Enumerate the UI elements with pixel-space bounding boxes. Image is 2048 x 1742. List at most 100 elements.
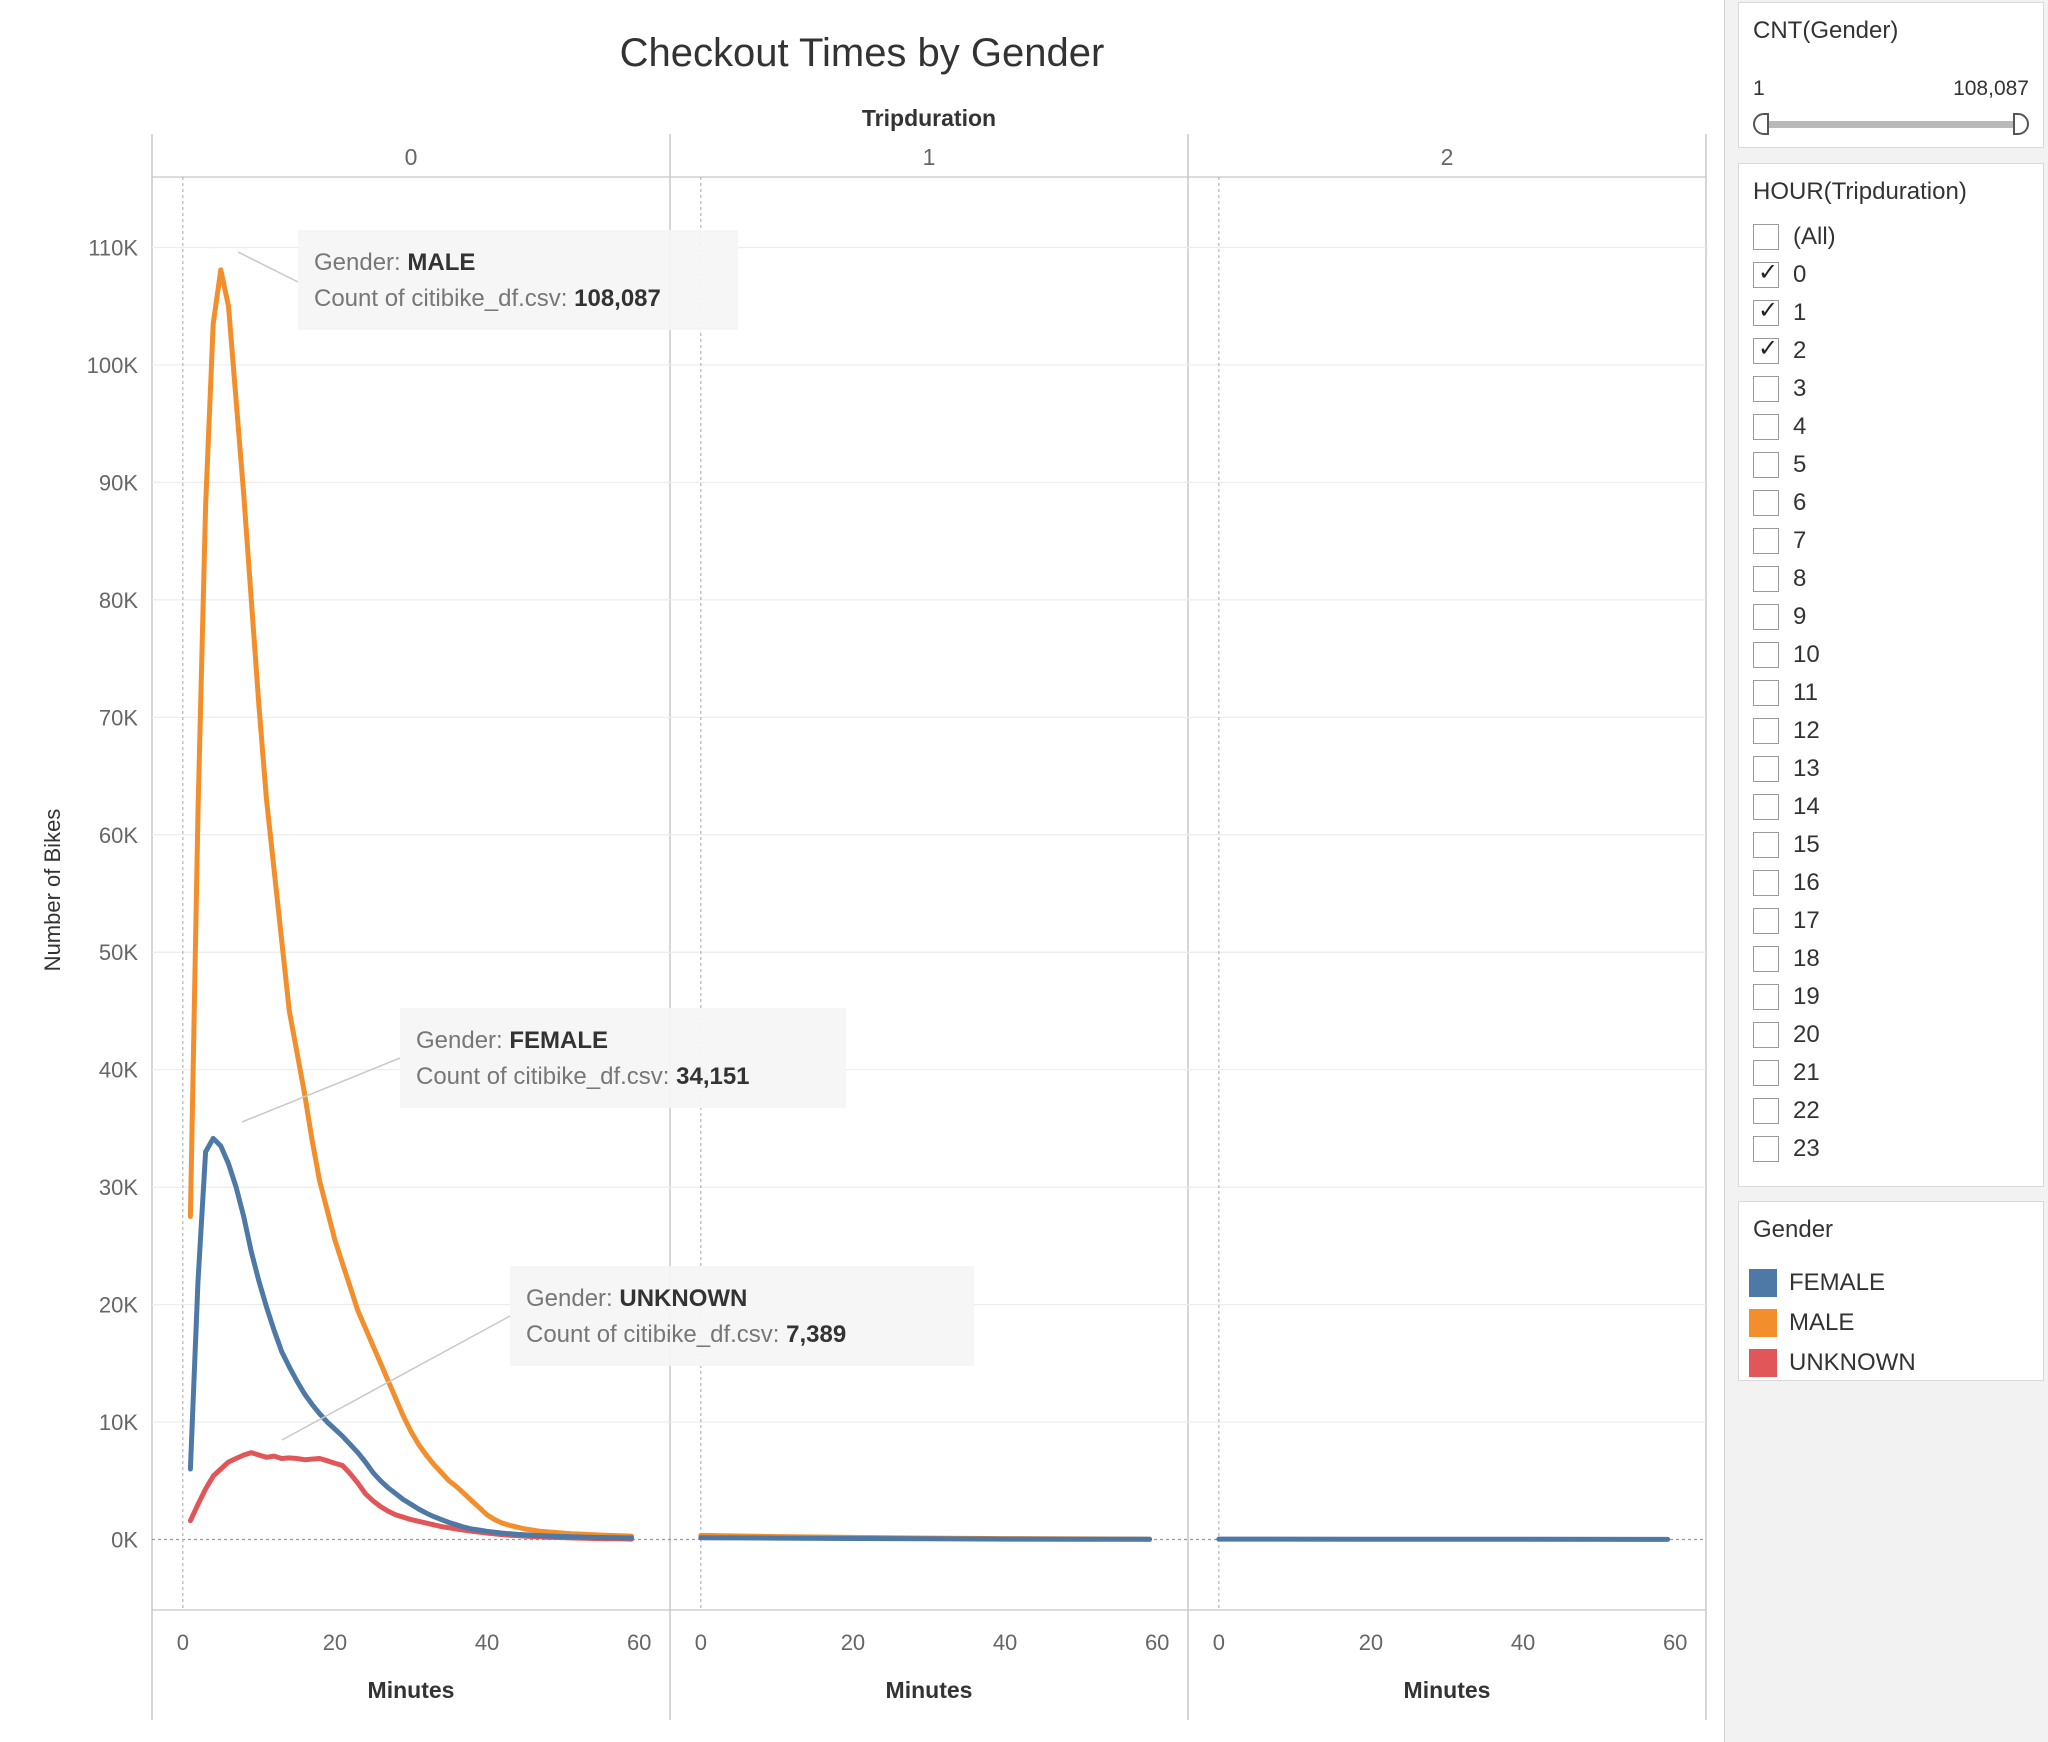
hour-filter-item[interactable]: 18 xyxy=(1753,944,1820,974)
chart-title: Checkout Times by Gender xyxy=(620,31,1105,75)
hour-filter-item[interactable]: 14 xyxy=(1753,792,1820,822)
legend-swatch xyxy=(1749,1309,1777,1337)
y-tick-label: 10K xyxy=(99,1410,138,1435)
hour-filter-label: 15 xyxy=(1793,831,1820,858)
hour-filter-item[interactable]: 7 xyxy=(1753,526,1806,556)
legend-title: Gender xyxy=(1753,1216,1834,1243)
checkbox[interactable]: ✓ xyxy=(1753,297,1779,326)
facet-field-header: Tripduration xyxy=(862,105,996,131)
checkbox[interactable] xyxy=(1753,718,1779,744)
hour-filter-label: 2 xyxy=(1793,337,1807,364)
hour-filter-item[interactable]: (All) xyxy=(1753,222,1836,252)
hour-filter-item[interactable]: 3 xyxy=(1753,374,1806,404)
hour-filter-item[interactable]: 11 xyxy=(1753,678,1818,708)
hour-filter-label: 18 xyxy=(1793,945,1820,972)
series-line-female xyxy=(187,1135,635,1541)
hour-filter-item[interactable]: 20 xyxy=(1753,1020,1820,1050)
hour-filter-item[interactable]: ✓ 1 xyxy=(1753,297,1807,328)
hour-filter-item[interactable]: 21 xyxy=(1753,1058,1820,1088)
legend-label: UNKNOWN xyxy=(1789,1349,1916,1376)
hour-filter-item[interactable]: ✓ 2 xyxy=(1753,335,1807,366)
hour-filter-item[interactable]: 17 xyxy=(1753,906,1820,936)
hour-filter-label: 1 xyxy=(1793,299,1807,326)
checkmark-icon: ✓ xyxy=(1758,335,1779,362)
legend-item[interactable]: FEMALE xyxy=(1749,1268,1885,1298)
hour-filter-label: 14 xyxy=(1793,793,1820,820)
legend-item[interactable]: MALE xyxy=(1749,1308,1854,1338)
checkbox[interactable] xyxy=(1753,1022,1779,1048)
x-tick-label: 0 xyxy=(1213,1630,1225,1655)
y-tick-label: 40K xyxy=(99,1058,138,1083)
x-tick-label: 40 xyxy=(993,1630,1017,1655)
y-axis-title: Number of Bikes xyxy=(40,809,65,972)
annotation-count-text: Count of citibike_df.csv: 7,389 xyxy=(526,1321,846,1348)
x-tick-label: 20 xyxy=(1359,1630,1383,1655)
checkbox[interactable] xyxy=(1753,984,1779,1010)
hour-filter-label: 13 xyxy=(1793,755,1820,782)
hour-filter-item[interactable]: 22 xyxy=(1753,1096,1820,1126)
checkbox[interactable] xyxy=(1753,376,1779,402)
checkbox[interactable] xyxy=(1753,414,1779,440)
hour-filter-label: 20 xyxy=(1793,1021,1820,1048)
annotation-count-text: Count of citibike_df.csv: 108,087 xyxy=(314,285,661,312)
checkbox[interactable] xyxy=(1753,870,1779,896)
checkbox[interactable] xyxy=(1753,756,1779,782)
annotation-count-text: Count of citibike_df.csv: 34,151 xyxy=(416,1063,750,1090)
annotation-leader-line xyxy=(237,251,299,283)
annotation-gender-text: Gender: FEMALE xyxy=(416,1027,608,1054)
hour-filter-item[interactable]: 8 xyxy=(1753,564,1806,594)
y-tick-label: 110K xyxy=(88,235,138,260)
x-tick-label: 60 xyxy=(1145,1630,1169,1655)
checkbox[interactable] xyxy=(1753,490,1779,516)
annotation-box xyxy=(298,230,738,330)
checkbox[interactable] xyxy=(1753,1136,1779,1162)
checkbox[interactable] xyxy=(1753,832,1779,858)
range-min-value: 1 xyxy=(1753,77,1765,100)
checkbox[interactable] xyxy=(1753,604,1779,630)
range-slider-track[interactable] xyxy=(1761,121,2021,128)
hour-filter-item[interactable]: 23 xyxy=(1753,1134,1820,1164)
checkbox[interactable] xyxy=(1753,642,1779,668)
annotation-box xyxy=(510,1266,974,1366)
range-slider-max-handle[interactable] xyxy=(2013,113,2029,135)
hour-filter-item[interactable]: ✓ 0 xyxy=(1753,259,1806,290)
checkbox[interactable] xyxy=(1753,680,1779,706)
checkbox[interactable] xyxy=(1753,224,1779,250)
checkbox[interactable] xyxy=(1753,794,1779,820)
checkmark-icon: ✓ xyxy=(1758,259,1779,286)
hour-filter-item[interactable]: 5 xyxy=(1753,450,1806,480)
x-tick-label: 20 xyxy=(323,1630,347,1655)
hour-filter-item[interactable]: 12 xyxy=(1753,716,1820,746)
checkbox[interactable] xyxy=(1753,908,1779,934)
x-axis-title: Minutes xyxy=(368,1677,455,1703)
y-tick-label: 100K xyxy=(87,353,139,378)
checkbox[interactable] xyxy=(1753,1098,1779,1124)
hour-filter-item[interactable]: 15 xyxy=(1753,830,1820,860)
hour-filter-label: 22 xyxy=(1793,1097,1820,1124)
hour-filter-item[interactable]: 6 xyxy=(1753,488,1806,518)
checkbox[interactable] xyxy=(1753,566,1779,592)
legend-item[interactable]: UNKNOWN xyxy=(1749,1348,1916,1378)
range-slider-min-handle[interactable] xyxy=(1753,113,1769,135)
hour-filter-label: 12 xyxy=(1793,717,1820,744)
hour-filter-item[interactable]: 4 xyxy=(1753,412,1806,442)
x-axis-title: Minutes xyxy=(1404,1677,1491,1703)
hour-filter-label: 4 xyxy=(1793,413,1807,440)
gender-count-range-filter: CNT(Gender) 1 108,087 xyxy=(1738,2,2044,148)
hour-filter-item[interactable]: 10 xyxy=(1753,640,1820,670)
hour-filter-item[interactable]: 9 xyxy=(1753,602,1806,632)
checkbox[interactable] xyxy=(1753,1060,1779,1086)
hour-filter-item[interactable]: 13 xyxy=(1753,754,1820,784)
checkbox[interactable]: ✓ xyxy=(1753,259,1779,288)
hour-filter-item[interactable]: 19 xyxy=(1753,982,1820,1012)
hour-filter-item[interactable]: 16 xyxy=(1753,868,1820,898)
hour-filter-label: (All) xyxy=(1793,223,1836,250)
checkbox[interactable] xyxy=(1753,452,1779,478)
checkbox[interactable] xyxy=(1753,946,1779,972)
annotation-leader-line xyxy=(241,1057,401,1123)
x-tick-label: 60 xyxy=(1663,1630,1687,1655)
x-tick-label: 40 xyxy=(1511,1630,1535,1655)
checkbox[interactable] xyxy=(1753,528,1779,554)
annotation-female: Gender: FEMALE Count of citibike_df.csv: … xyxy=(241,1008,846,1123)
checkbox[interactable]: ✓ xyxy=(1753,335,1779,364)
